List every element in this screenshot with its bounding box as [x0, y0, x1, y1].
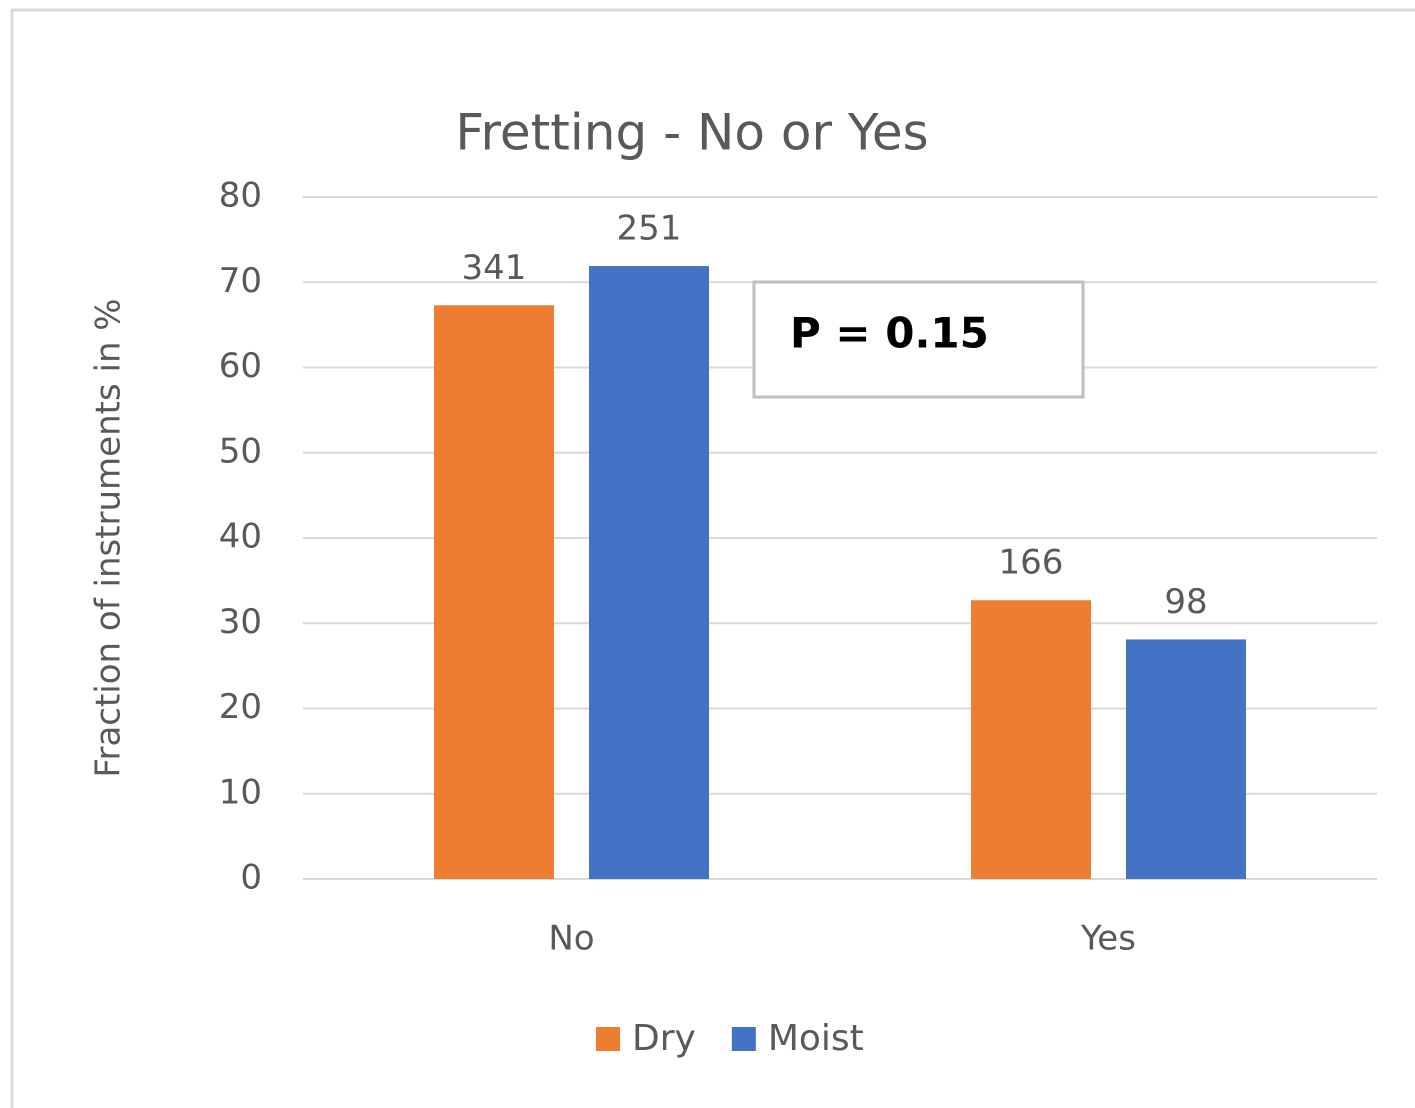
data-label: 251	[617, 209, 682, 249]
legend-swatch	[596, 1027, 620, 1051]
legend-label: Moist	[768, 1018, 864, 1059]
data-label: 98	[1164, 582, 1207, 622]
y-tick-label: 0	[240, 858, 262, 898]
legend-label: Dry	[632, 1018, 696, 1059]
bar	[1126, 639, 1246, 879]
y-tick-label: 40	[219, 517, 262, 557]
y-tick-label: 80	[219, 176, 262, 216]
y-tick-label: 30	[219, 602, 262, 642]
data-label: 341	[462, 248, 527, 288]
y-axis-label: Fraction of instruments in %	[89, 298, 129, 777]
bar	[434, 305, 554, 880]
chart-frame	[10, 8, 1415, 1108]
x-tick-label: No	[548, 919, 594, 959]
y-tick-label: 50	[219, 431, 262, 471]
y-tick-label: 10	[219, 772, 262, 812]
legend-swatch	[731, 1027, 756, 1051]
y-tick-label: 20	[219, 687, 262, 727]
annotation-box	[752, 280, 1085, 399]
x-tick-label: Yes	[1080, 919, 1136, 959]
bar	[589, 266, 709, 879]
y-tick-label: 70	[219, 261, 262, 301]
y-tick-label: 60	[219, 346, 262, 386]
chart-title: Fretting - No or Yes	[455, 104, 928, 162]
bar	[971, 600, 1091, 879]
data-label: 166	[999, 543, 1064, 583]
annotation: P = 0.15	[790, 309, 989, 358]
